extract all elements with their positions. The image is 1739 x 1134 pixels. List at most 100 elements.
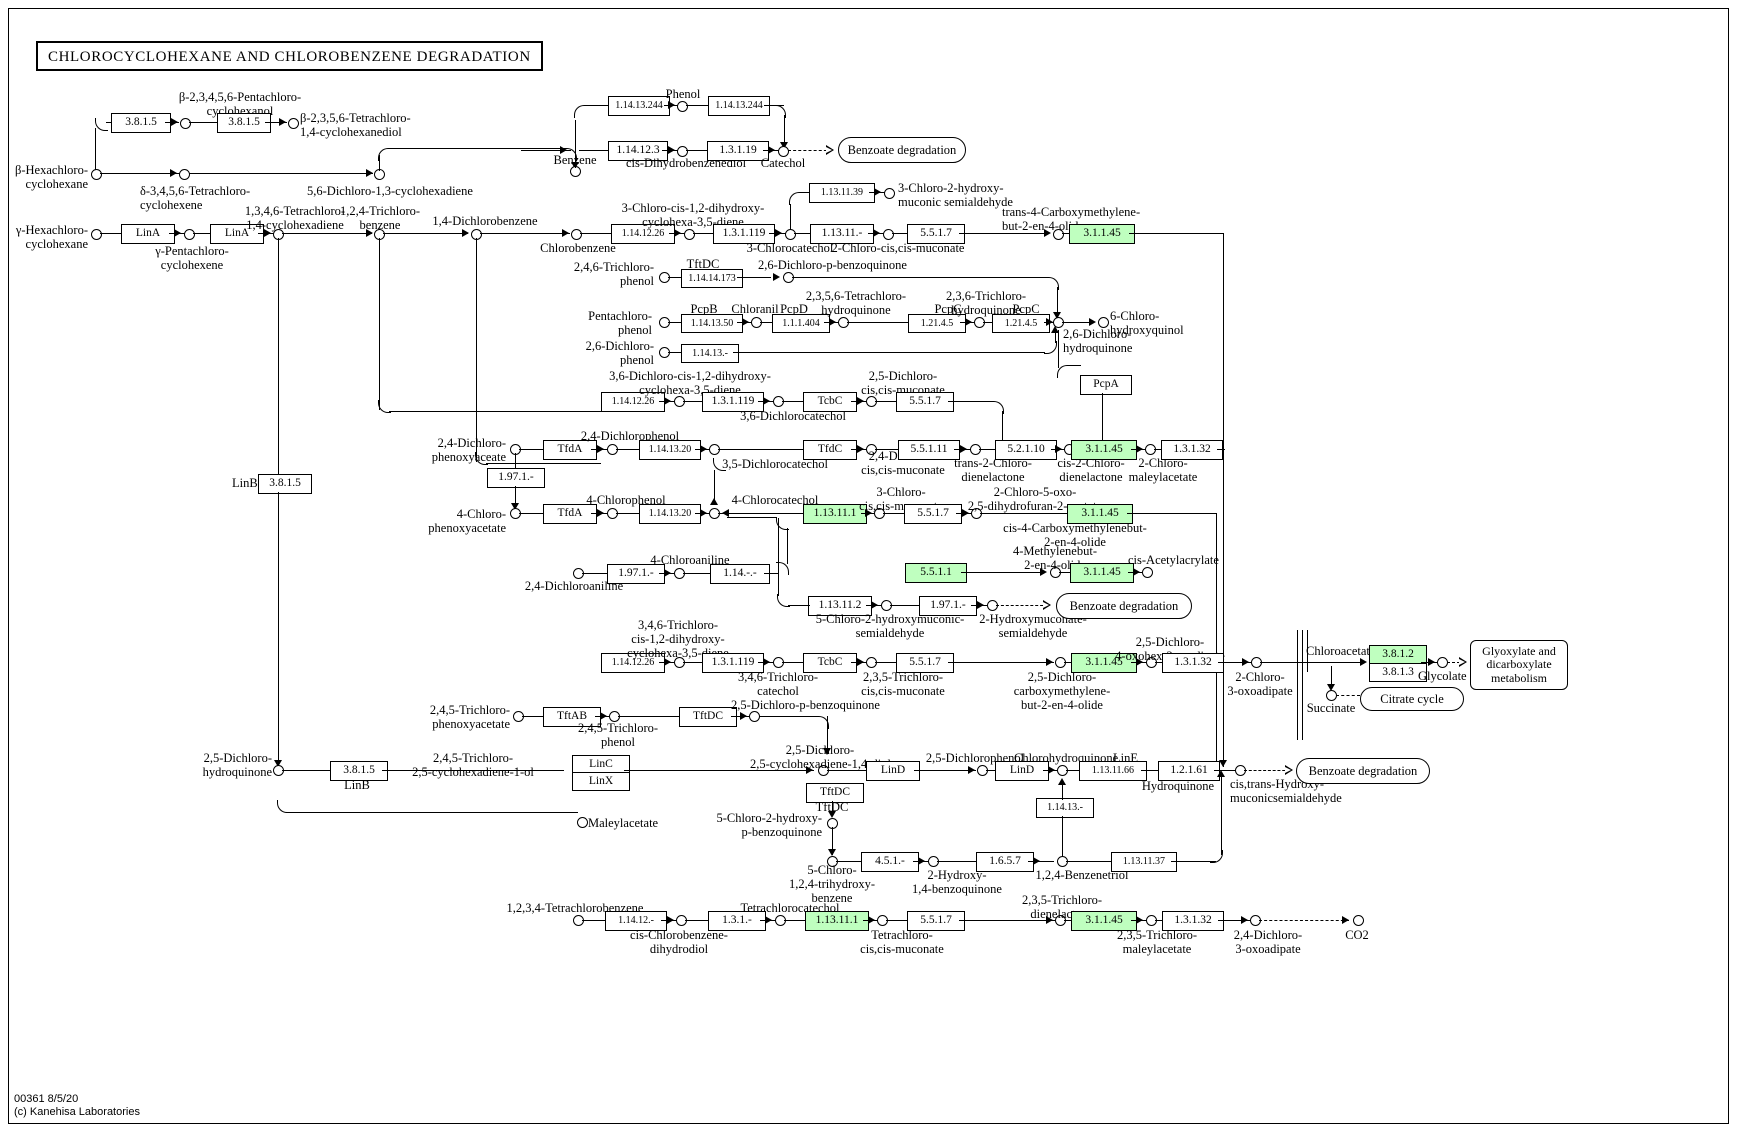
enzyme-box-1-14-13-20-b[interactable]: 1.14.13.20 bbox=[639, 504, 701, 524]
compound-node-delta-tetrachlorocyclohexene[interactable] bbox=[179, 169, 190, 180]
compound-node-catechol[interactable] bbox=[778, 146, 789, 157]
compound-node-b-tetrachlorocyclohexanediol[interactable] bbox=[288, 118, 299, 129]
enzyme-box-tftdc-b[interactable]: TftDC bbox=[806, 783, 864, 803]
compound-node-3cl-2oh-muconic-semialdehyde[interactable] bbox=[884, 188, 895, 199]
enzyme-box-lina-a[interactable]: LinA bbox=[121, 224, 175, 244]
enzyme-box-1-14-13-dash[interactable]: 1.14.13.- bbox=[681, 344, 739, 363]
edge-corner bbox=[378, 400, 391, 413]
enzyme-box-1-21-4-5-b[interactable]: 1.21.4.5 bbox=[992, 314, 1050, 333]
compound-node-3cl-cis-dihydroxy[interactable] bbox=[684, 229, 695, 240]
compound-node-2cl-cis-cis-muconate[interactable] bbox=[883, 229, 894, 240]
map-link-benzoate-3[interactable]: Benzoate degradation bbox=[1296, 758, 1430, 784]
enzyme-box-1-13-11-2[interactable]: 1.13.11.2 bbox=[808, 596, 872, 616]
enzyme-box-1-14-14-173[interactable]: 1.14.14.173 bbox=[681, 269, 743, 288]
enzyme-box-1-14-12-3[interactable]: 1.14.12.3 bbox=[608, 141, 668, 161]
enzyme-box-1-13-11-37[interactable]: 1.13.11.37 bbox=[1111, 852, 1177, 872]
edge-vertical bbox=[1061, 816, 1063, 860]
compound-node-cis-dihydrobenzenediol[interactable] bbox=[677, 146, 688, 157]
enzyme-box-5-2-1-10[interactable]: 5.2.1.10 bbox=[995, 440, 1057, 460]
enzyme-box-1-2-1-61[interactable]: 1.2.1.61 bbox=[1158, 761, 1220, 781]
enzyme-box-1-3-1-119-b[interactable]: 1.3.1.119 bbox=[702, 392, 764, 412]
compound-node-phenol[interactable] bbox=[677, 101, 688, 112]
enzyme-box-5-5-1-7-d[interactable]: 5.5.1.7 bbox=[896, 653, 954, 673]
enzyme-box-tftdc-a[interactable]: TftDC bbox=[679, 707, 737, 727]
enzyme-box-1-14-13-20-a[interactable]: 1.14.13.20 bbox=[639, 440, 701, 460]
compound-node-25-dichloro-p-benzoquinone[interactable] bbox=[749, 711, 760, 722]
map-link-glyoxylate[interactable]: Glyoxylate and dicarboxylate metabolism bbox=[1470, 640, 1568, 690]
enzyme-box-tcbc-a[interactable]: TcbC bbox=[803, 392, 857, 412]
compound-node-5cl-2oh-p-benzoquinone[interactable] bbox=[827, 818, 838, 829]
edge-horizontal bbox=[618, 716, 680, 717]
enzyme-box-3-1-1-45-a[interactable]: 3.1.1.45 bbox=[1069, 224, 1135, 244]
compound-node-124-trichlorobenzene[interactable] bbox=[374, 229, 385, 240]
enzyme-box-1-14-dash-dash[interactable]: 1.14.-.- bbox=[710, 564, 770, 584]
compound-node-14-dichlorobenzene[interactable] bbox=[471, 229, 482, 240]
compound-node-gamma-hch[interactable] bbox=[91, 229, 102, 240]
enzyme-box-3-8-1-3[interactable]: 3.8.1.3 bbox=[1369, 663, 1427, 682]
enzyme-box-1-97-1-a[interactable]: 1.97.1.- bbox=[487, 468, 545, 488]
enzyme-box-1-3-1-32-a[interactable]: 1.3.1.32 bbox=[1161, 440, 1223, 460]
enzyme-box-tfdc[interactable]: TfdC bbox=[803, 440, 857, 460]
enzyme-box-tfda-b[interactable]: TfdA bbox=[543, 504, 597, 524]
compound-node-beta-hch[interactable] bbox=[91, 169, 102, 180]
enzyme-box-lind-a[interactable]: LinD bbox=[866, 761, 920, 781]
enzyme-box-tcbc-b[interactable]: TcbC bbox=[803, 653, 857, 673]
enzyme-box-1-14-13-244-b[interactable]: 1.14.13.244 bbox=[708, 96, 770, 116]
enzyme-box-pcpa[interactable]: PcpA bbox=[1080, 375, 1132, 395]
compound-node-benzene[interactable] bbox=[570, 166, 581, 177]
enzyme-box-1-3-1-32-c[interactable]: 1.3.1.32 bbox=[1162, 911, 1224, 931]
edge-horizontal bbox=[1131, 662, 1157, 663]
enzyme-box-1-13-11-1-b[interactable]: 1.13.11.1 bbox=[805, 911, 869, 931]
enzyme-box-1-14-12-dash[interactable]: 1.14.12.- bbox=[605, 911, 667, 931]
enzyme-box-3-8-1-2[interactable]: 3.8.1.2 bbox=[1369, 645, 1427, 664]
enzyme-box-1-14-12-26-c[interactable]: 1.14.12.26 bbox=[601, 653, 665, 673]
enzyme-box-1-6-5-7[interactable]: 1.6.5.7 bbox=[976, 852, 1034, 872]
enzyme-box-5-5-1-7-c[interactable]: 5.5.1.7 bbox=[904, 504, 962, 524]
edge-horizontal bbox=[913, 861, 937, 862]
enzyme-box-1-3-1-119-a[interactable]: 1.3.1.119 bbox=[713, 224, 775, 244]
enzyme-box-3-8-1-5-d[interactable]: 3.8.1.5 bbox=[330, 761, 388, 781]
enzyme-box-1-14-13-50[interactable]: 1.14.13.50 bbox=[681, 314, 743, 333]
enzyme-box-1-97-1-c[interactable]: 1.97.1.- bbox=[919, 596, 977, 616]
enzyme-box-3-8-1-5-a[interactable]: 3.8.1.5 bbox=[111, 113, 171, 133]
compound-node-56-dichloro-cyclohexadiene[interactable] bbox=[374, 169, 385, 180]
enzyme-box-5-5-1-1[interactable]: 5.5.1.1 bbox=[905, 563, 967, 583]
enzyme-box-3-8-1-5-c[interactable]: 3.8.1.5 bbox=[258, 474, 312, 494]
map-link-benzoate-2[interactable]: Benzoate degradation bbox=[1056, 593, 1192, 619]
compound-node-gamma-pentachlorocyclohexene[interactable] bbox=[184, 229, 195, 240]
edge-dashed bbox=[1244, 770, 1290, 771]
enzyme-box-lina-b[interactable]: LinA bbox=[210, 224, 264, 244]
enzyme-box-5-5-1-7-a[interactable]: 5.5.1.7 bbox=[907, 224, 965, 244]
compound-node-6-chlorohydroxyquinol[interactable] bbox=[1098, 317, 1109, 328]
compound-node-25-dichlorophenol[interactable] bbox=[577, 817, 588, 828]
map-link-benzoate-1[interactable]: Benzoate degradation bbox=[838, 137, 966, 163]
enzyme-box-linx[interactable]: LinX bbox=[572, 772, 630, 791]
enzyme-box-5-5-1-11[interactable]: 5.5.1.11 bbox=[898, 440, 960, 460]
enzyme-box-tfda-a[interactable]: TfdA bbox=[543, 440, 597, 460]
enzyme-box-3-8-1-5-b[interactable]: 3.8.1.5 bbox=[217, 113, 271, 133]
enzyme-box-1-14-12-26-a[interactable]: 1.14.12.26 bbox=[611, 224, 675, 244]
enzyme-box-5-5-1-7-b[interactable]: 5.5.1.7 bbox=[896, 392, 954, 412]
enzyme-box-1-1-1-404[interactable]: 1.1.1.404 bbox=[772, 314, 830, 333]
enzyme-box-3-1-1-45-b[interactable]: 3.1.1.45 bbox=[1071, 440, 1137, 460]
enzyme-box-1-3-1-119-c[interactable]: 1.3.1.119 bbox=[702, 653, 764, 673]
compound-node-1346-tetrachlorocyclohexadiene[interactable] bbox=[273, 229, 284, 240]
enzyme-box-3-1-1-45-d[interactable]: 3.1.1.45 bbox=[1070, 563, 1134, 583]
enzyme-box-5-5-1-7-e[interactable]: 5.5.1.7 bbox=[907, 911, 965, 931]
enzyme-box-1-13-11-66[interactable]: 1.13.11.66 bbox=[1079, 761, 1147, 781]
arrowhead bbox=[668, 101, 675, 109]
enzyme-box-1-3-1-32-b[interactable]: 1.3.1.32 bbox=[1162, 653, 1224, 673]
map-link-citrate[interactable]: Citrate cycle bbox=[1360, 687, 1464, 711]
enzyme-box-1-14-13-dash-b[interactable]: 1.14.13.- bbox=[1036, 798, 1094, 818]
compound-node-b-pentachlorocyclohexanol[interactable] bbox=[180, 118, 191, 129]
enzyme-box-3-1-1-45-c[interactable]: 3.1.1.45 bbox=[1067, 504, 1133, 524]
compound-node-co2[interactable] bbox=[1353, 915, 1364, 926]
compound-node-chlorobenzene[interactable] bbox=[571, 229, 582, 240]
compound-node-cis-acetylacrylate[interactable] bbox=[1142, 567, 1153, 578]
compound-node-trans4-carboxymethylene[interactable] bbox=[1053, 229, 1064, 240]
compound-node-3-chlorocatechol[interactable] bbox=[785, 229, 796, 240]
edge-horizontal bbox=[1214, 770, 1238, 771]
enzyme-box-lind-b[interactable]: LinD bbox=[995, 761, 1049, 781]
enzyme-box-1-13-11-39[interactable]: 1.13.11.39 bbox=[809, 183, 875, 203]
enzyme-box-1-14-12-26-b[interactable]: 1.14.12.26 bbox=[601, 392, 665, 412]
